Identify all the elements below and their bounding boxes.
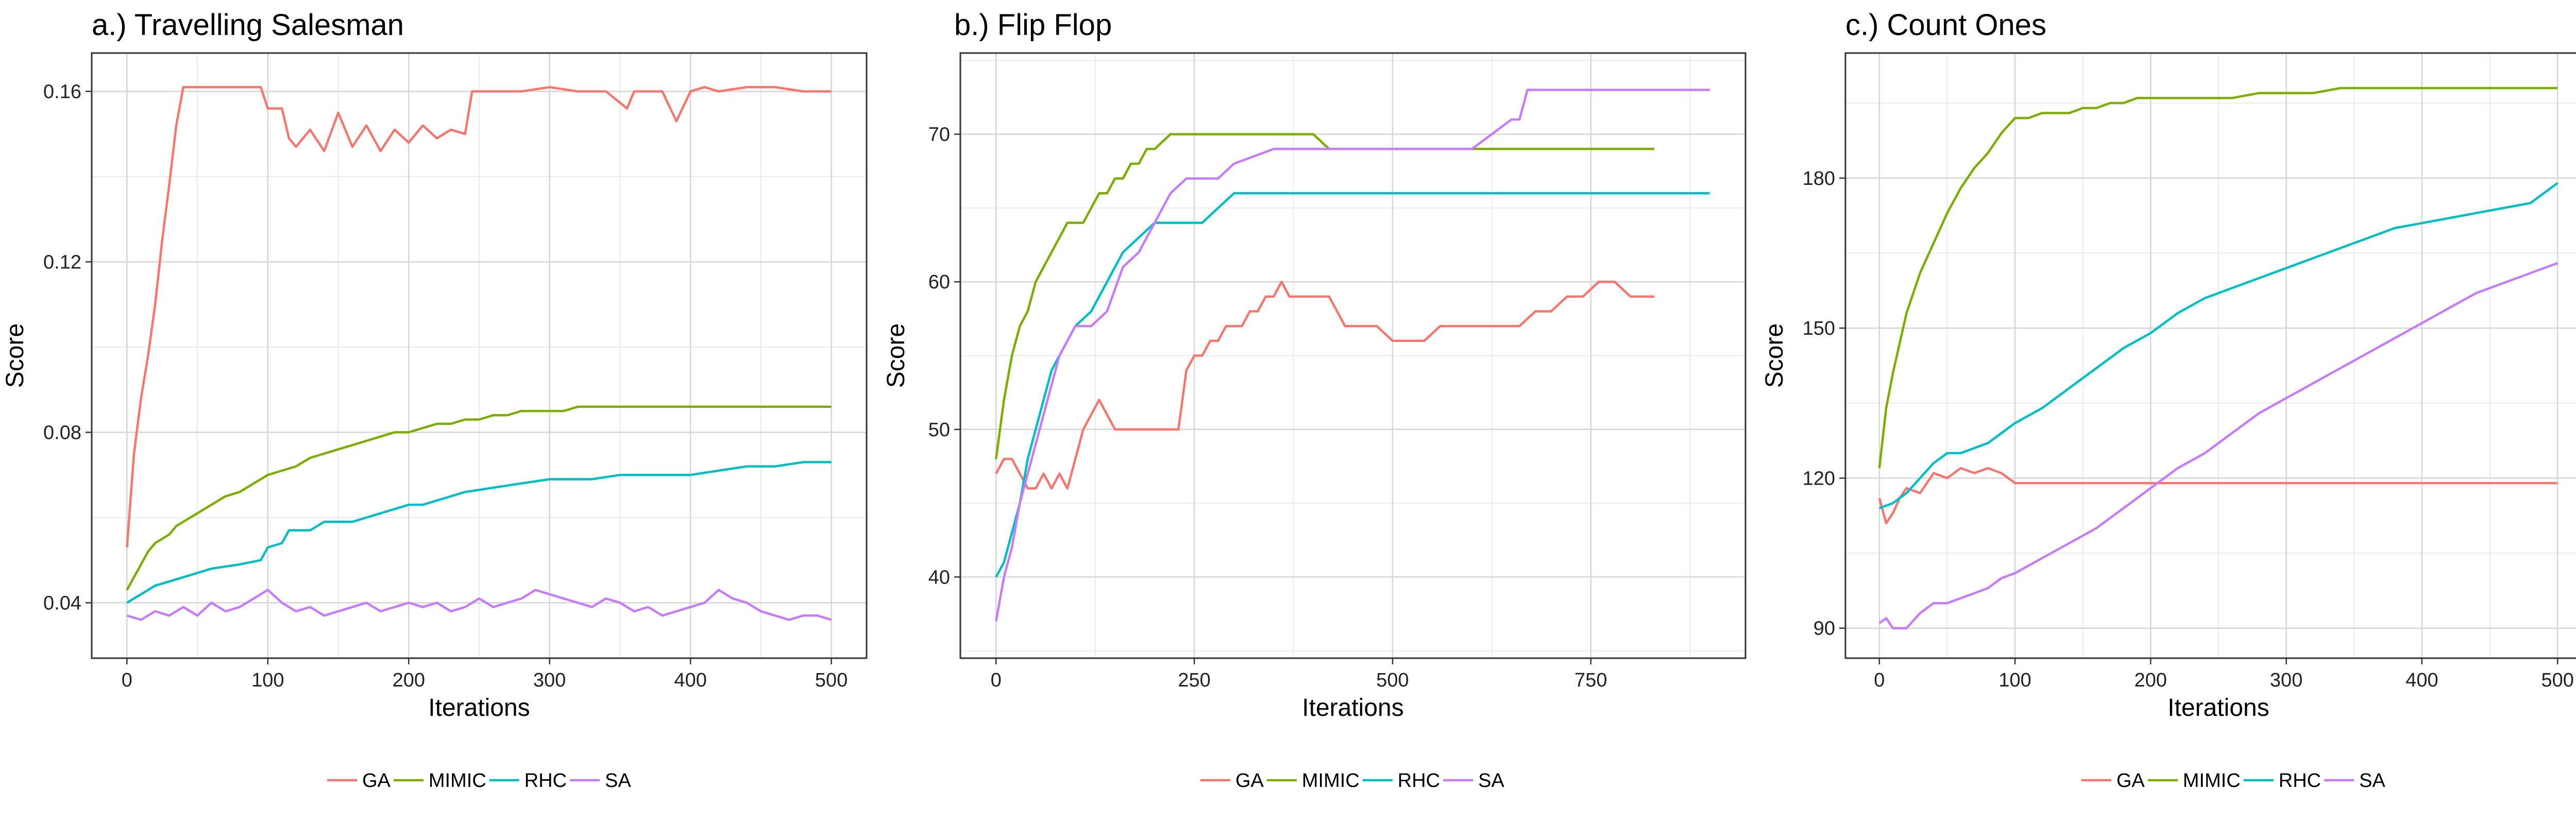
x-tick-label: 500: [815, 670, 848, 691]
y-axis-label: Score: [1761, 323, 1788, 388]
x-axis-label: Iterations: [2167, 694, 2269, 722]
legend-label-mimic: MIMIC: [1302, 770, 1360, 792]
y-tick-label: 120: [1803, 468, 1835, 489]
legend-label-rhc: RHC: [524, 770, 567, 792]
legend-label-ga: GA: [1235, 770, 1264, 792]
y-tick-label: 150: [1803, 318, 1835, 339]
legend-label-sa: SA: [605, 770, 631, 792]
series-line-ga: [995, 280, 1654, 490]
x-tick-label: 100: [1998, 670, 2031, 691]
plot-border: [91, 52, 868, 659]
x-tick-label: 0: [122, 670, 132, 691]
series-line-sa: [126, 589, 832, 621]
y-tick-label: 50: [928, 419, 950, 441]
y-tick-label: 0.08: [43, 422, 81, 443]
legend: GA MIMIC RHC SA: [1200, 770, 1504, 792]
x-tick-label: 400: [2405, 670, 2438, 691]
x-tick-label: 400: [674, 670, 706, 691]
y-tick-label: 40: [928, 566, 950, 588]
series-line-sa: [1878, 262, 2558, 629]
legend-label-rhc: RHC: [1398, 770, 1440, 792]
x-tick-label: 200: [2134, 670, 2167, 691]
y-tick-label: 60: [928, 271, 950, 293]
y-tick-label: 0.12: [43, 251, 81, 273]
x-tick-label: 0: [991, 670, 1002, 691]
x-tick-label: 300: [2270, 670, 2302, 691]
legend: GA MIMIC RHC SA: [2081, 770, 2385, 792]
series-line-mimic: [126, 405, 832, 591]
plot-background: [1845, 53, 2576, 658]
x-tick-label: 250: [1178, 670, 1210, 691]
y-tick-label: 0.04: [43, 592, 81, 614]
x-tick-label: 200: [393, 670, 425, 691]
chart-title: c.) Count Ones: [1845, 8, 2046, 42]
legend-label-ga: GA: [362, 770, 391, 792]
series-line-rhc: [126, 461, 832, 604]
chart-panel-2: 0 250 500 750 40 50 60 70 b.) Flip Flop Iteration…: [883, 8, 1747, 792]
chart-title: a.) Travelling Salesman: [92, 8, 404, 42]
series-line-ga: [126, 85, 832, 548]
legend-label-mimic: MIMIC: [429, 770, 486, 792]
legend-label-ga: GA: [2116, 770, 2145, 792]
y-axis-label: Score: [2, 323, 29, 388]
x-axis-label: Iterations: [428, 694, 530, 722]
x-tick-label: 750: [1574, 670, 1607, 691]
x-tick-label: 500: [1376, 670, 1409, 691]
chart-panel-3: 0 100 200 300 400 500 90 120 150 180 c.) Count One…: [1761, 8, 2576, 792]
series-line-sa: [995, 89, 1710, 622]
x-tick-label: 0: [1874, 670, 1885, 691]
x-tick-label: 300: [533, 670, 566, 691]
series-line-rhc: [1879, 182, 2558, 509]
chart-title: b.) Flip Flop: [954, 8, 1112, 42]
legend-label-sa: SA: [2359, 770, 2385, 792]
y-tick-label: 70: [928, 124, 950, 146]
x-axis-label: Iterations: [1302, 694, 1403, 722]
series-line-rhc: [995, 192, 1710, 578]
series-line-mimic: [995, 133, 1654, 459]
legend-label-rhc: RHC: [2279, 770, 2321, 792]
chart-panel-1: 0 100 200 300 400 500 0.04 0.08 0.12 0.16 a.) Trav…: [2, 8, 868, 792]
legend-label-sa: SA: [1478, 770, 1504, 792]
plot-border: [959, 52, 1747, 659]
y-axis-label: Score: [883, 323, 910, 388]
legend-label-mimic: MIMIC: [2183, 770, 2241, 792]
x-tick-label: 100: [251, 670, 284, 691]
y-tick-label: 90: [1814, 618, 1835, 640]
legend: GA MIMIC RHC SA: [327, 770, 631, 792]
plot-border: [1844, 52, 2576, 659]
series-line-mimic: [1878, 87, 2558, 469]
y-tick-label: 0.16: [43, 81, 81, 102]
y-tick-label: 180: [1803, 168, 1835, 190]
x-tick-label: 500: [2541, 670, 2573, 691]
